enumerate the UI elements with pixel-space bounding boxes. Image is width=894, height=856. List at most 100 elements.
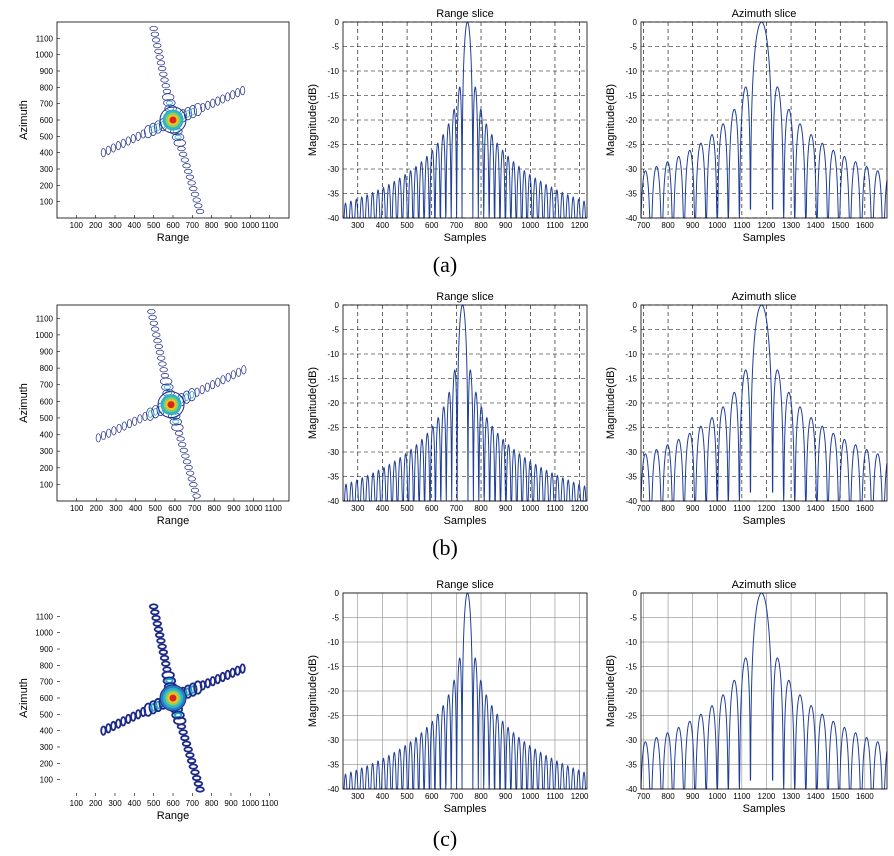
x-tick-label: 200: [89, 221, 103, 230]
y-tick-label: -20: [327, 399, 339, 408]
y-tick-label: 1100: [36, 612, 54, 621]
azimuth-sidelobe-contour: [156, 60, 166, 66]
x-axis-label: Samples: [743, 232, 786, 244]
x-tick-label: 700: [637, 221, 651, 230]
x-tick-label: 1600: [856, 221, 874, 230]
plot-title: Range slice: [436, 8, 493, 20]
x-tick-label: 800: [205, 221, 219, 230]
azimuth-sidelobe-contour: [181, 740, 192, 747]
azimuth-sidelobe-contour: [153, 338, 162, 344]
x-tick-label: 700: [186, 221, 200, 230]
range-sidelobe-contour-inner: [155, 123, 161, 131]
x-tick-label: 1200: [758, 221, 776, 230]
azimuth-sidelobe-contour-inner: [163, 385, 171, 390]
y-tick-label: -25: [327, 424, 339, 433]
y-tick-label: -35: [327, 190, 339, 199]
azimuth-sidelobe-contour: [190, 769, 200, 776]
magnitude-series-line: [640, 304, 888, 502]
x-tick-label: 600: [168, 504, 182, 513]
range-sidelobe-contour: [125, 136, 131, 146]
y-tick-label: -15: [327, 92, 339, 101]
range-slice-plot-b: Range slice 300 400 500 600 700 800 900 1000 1100…: [307, 291, 589, 527]
y-tick-label: 300: [40, 743, 54, 752]
x-tick-label: 900: [224, 799, 238, 808]
plot-title: Range slice: [436, 579, 493, 591]
x-tick-label: 1000: [241, 799, 259, 808]
x-tick-label: 1100: [546, 792, 564, 801]
y-tick-label: -5: [332, 326, 340, 335]
x-tick-label: 800: [474, 221, 488, 230]
x-tick-label: 500: [147, 799, 161, 808]
range-sidelobe-contour: [130, 134, 136, 144]
range-sidelobe-contour: [230, 370, 236, 380]
range-sidelobe-contour: [241, 365, 247, 375]
x-tick-label: 300: [351, 504, 365, 513]
x-tick-label: 1000: [708, 504, 726, 513]
y-axis-label: Magnitude(dB): [307, 367, 319, 439]
y-tick-label: 400: [40, 431, 54, 440]
range-sidelobe-contour: [225, 92, 231, 102]
y-tick-label: 900: [40, 67, 54, 76]
y-tick-label: -5: [630, 614, 638, 623]
range-sidelobe-contour: [130, 711, 137, 722]
x-tick-label: 1600: [856, 792, 874, 801]
range-sidelobe-contour: [225, 372, 231, 382]
y-tick-label: 700: [40, 381, 54, 390]
azimuth-sidelobe-contour: [148, 603, 159, 610]
azimuth-sidelobe-contour: [185, 174, 195, 180]
y-axis-label: Magnitude(dB): [605, 655, 617, 727]
y-tick-label: -15: [625, 92, 637, 101]
x-axis-label: Samples: [743, 515, 786, 527]
azimuth-sidelobe-contour: [187, 476, 196, 482]
y-tick-label: -25: [625, 141, 637, 150]
x-tick-label: 500: [149, 504, 163, 513]
range-sidelobe-contour: [106, 428, 112, 438]
y-tick-label: 200: [40, 464, 54, 473]
x-tick-label: 300: [108, 799, 122, 808]
x-tick-label: 600: [425, 221, 439, 230]
magnitude-series-line: [640, 21, 888, 219]
azimuth-sidelobe-contour: [191, 774, 202, 782]
range-sidelobe-contour: [209, 676, 216, 687]
x-tick-label: 1100: [261, 799, 279, 808]
y-tick-label: -30: [327, 736, 339, 745]
caption-c: (c): [433, 826, 457, 851]
x-tick-label: 800: [474, 792, 488, 801]
plot-title: Range slice: [436, 291, 493, 303]
azimuth-sidelobe-contour: [190, 487, 200, 493]
contour-plot-c: 100 200 300 400 500 600 700 800 900 1000 110010020…: [18, 603, 279, 822]
y-tick-label: 0: [633, 18, 638, 27]
y-tick-label: 900: [40, 348, 54, 357]
x-tick-label: 1000: [245, 504, 263, 513]
range-sidelobe-contour: [234, 665, 241, 676]
range-sidelobe-contour: [126, 419, 133, 429]
range-sidelobe-contour: [236, 367, 242, 377]
azimuth-slice-plot-b: Azimuth slice 700 800 900 1000 1100 1200 1300 14…: [605, 291, 888, 527]
range-sidelobe-contour: [239, 663, 246, 674]
y-tick-label: -30: [327, 448, 339, 457]
range-sidelobe-contour: [100, 430, 107, 441]
range-sidelobe-contour: [188, 105, 197, 119]
range-sidelobe-contour: [135, 709, 142, 720]
x-tick-label: 900: [499, 504, 513, 513]
azimuth-sidelobe-contour: [174, 430, 184, 436]
x-tick-label: 1000: [521, 221, 539, 230]
azimuth-sidelobe-contour: [159, 71, 168, 77]
y-tick-label: -35: [327, 473, 339, 482]
x-tick-label: 900: [499, 221, 513, 230]
x-tick-label: 400: [128, 221, 142, 230]
y-tick-label: -15: [625, 375, 637, 384]
x-tick-label: 800: [474, 504, 488, 513]
x-tick-label: 1400: [807, 792, 825, 801]
azimuth-sidelobe-contour: [151, 614, 161, 622]
range-sidelobe-contour: [220, 94, 226, 104]
y-axis-label: Magnitude(dB): [605, 367, 617, 439]
azimuth-sidelobe-contour: [169, 418, 182, 426]
range-sidelobe-contour: [105, 723, 112, 734]
y-tick-label: -5: [630, 326, 638, 335]
azimuth-sidelobe-contour: [184, 464, 193, 471]
azimuth-sidelobe-contour: [182, 163, 191, 169]
azimuth-sidelobe-contour: [159, 377, 173, 386]
x-tick-label: 1100: [546, 221, 564, 230]
range-sidelobe-contour: [95, 433, 101, 443]
